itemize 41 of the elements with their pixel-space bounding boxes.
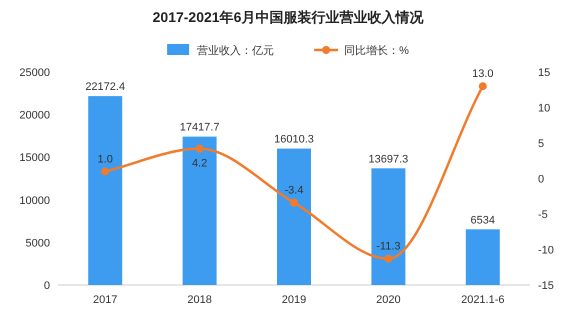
point xyxy=(290,198,298,207)
y2-tick-label: 10 xyxy=(538,102,550,114)
x-tick-label: 2021.1-6 xyxy=(461,294,505,306)
data-label: 4.2 xyxy=(192,158,208,170)
legend-label: 营业收入：亿元 xyxy=(197,44,274,57)
point xyxy=(196,144,204,153)
y-tick-label: 5000 xyxy=(26,237,50,250)
x-tick-label: 2018 xyxy=(187,294,212,306)
data-label: 6534 xyxy=(470,214,496,226)
data-label: 1.0 xyxy=(98,153,113,166)
data-label: 17417.7 xyxy=(180,122,220,134)
chart-title: 2017-2021年6月中国服装行业营业收入情况 xyxy=(152,9,424,25)
x-tick-label: 2019 xyxy=(282,294,306,306)
data-label: 16010.3 xyxy=(274,134,314,146)
x-tick-label: 2017 xyxy=(92,294,118,306)
bar xyxy=(182,136,217,285)
bar xyxy=(88,96,122,285)
y2-tick-label: -15 xyxy=(538,280,554,292)
y2-tick-label: 5 xyxy=(538,138,544,150)
y-tick-label: 0 xyxy=(44,280,50,292)
legend-label: 同比增长：% xyxy=(344,44,410,57)
y-tick-label: 10000 xyxy=(19,194,50,207)
point xyxy=(101,167,110,176)
y2-tick-label: -5 xyxy=(538,209,548,221)
y-tick-label: 25000 xyxy=(19,67,50,79)
y2-tick-label: 15 xyxy=(538,67,550,79)
data-label: -3.4 xyxy=(284,184,304,197)
y2-tick-label: 0 xyxy=(538,174,544,186)
data-label: 13.0 xyxy=(472,68,494,80)
y2-tick-label: -10 xyxy=(538,244,554,256)
bar xyxy=(277,148,311,285)
point xyxy=(478,82,487,90)
x-tick-label: 2020 xyxy=(376,294,401,306)
y-tick-label: 20000 xyxy=(19,110,50,122)
y-tick-label: 15000 xyxy=(19,152,50,164)
bar xyxy=(371,168,406,285)
point xyxy=(384,254,392,263)
data-label: 22172.4 xyxy=(85,81,126,94)
data-label: 13697.3 xyxy=(368,153,408,166)
bar xyxy=(466,229,500,285)
data-label: -11.3 xyxy=(376,240,401,253)
